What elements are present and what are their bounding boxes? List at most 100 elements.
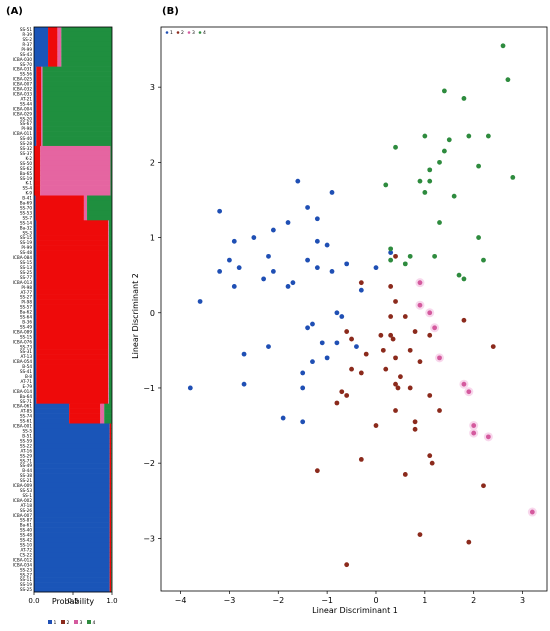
scatter-point-series-2 — [395, 385, 401, 391]
bar-segment — [36, 230, 109, 236]
scatter-point-series-2 — [383, 366, 389, 372]
scatter-point-series-1 — [334, 340, 340, 346]
bar-segment — [108, 329, 109, 335]
y-tick-label: −2 — [143, 459, 155, 468]
y-tick-label: K-2 — [26, 156, 33, 161]
bar-segment — [109, 497, 112, 504]
bar-segment — [34, 170, 41, 176]
bar-segment — [108, 398, 109, 404]
y-tick-label: ICBA-031 — [13, 67, 33, 72]
scatter-point-series-1 — [314, 238, 320, 244]
y-tick-label: SS-31 — [20, 349, 32, 354]
scatter-point-series-1 — [187, 385, 193, 391]
scatter-point-series-1 — [261, 276, 267, 282]
bar-segment — [34, 438, 110, 444]
bar-segment — [110, 155, 112, 162]
bar-segment — [41, 86, 43, 92]
bar-segment — [34, 81, 37, 87]
legend-label: 2 — [67, 620, 70, 626]
scatter-point-series-2 — [437, 408, 442, 413]
panel-a-x-axis-label: Probability — [52, 597, 95, 606]
x-tick-label: 0.5 — [67, 597, 78, 605]
bar-segment — [42, 76, 112, 82]
bar-segment — [41, 126, 43, 132]
bar-segment — [61, 41, 112, 48]
scatter-point-series-3 — [461, 381, 467, 387]
bar-segment — [109, 542, 112, 548]
scatter-point-series-2 — [407, 347, 413, 353]
scatter-point-series-4 — [388, 246, 394, 252]
bar-segment — [108, 259, 109, 266]
y-tick-label: AT-85 — [20, 409, 32, 414]
bar-segment — [108, 254, 109, 261]
bar-segment — [34, 56, 49, 62]
bar-segment — [34, 482, 110, 489]
legend-label: 2 — [181, 30, 184, 36]
bar-segment — [83, 195, 88, 201]
bar-segment — [108, 289, 112, 295]
bar-segment — [48, 61, 58, 67]
scatter-point-series-2 — [373, 423, 379, 428]
y-tick-label: ICBA-034 — [13, 562, 33, 567]
y-tick-label: SS-70 — [20, 206, 32, 211]
bar-segment — [61, 51, 112, 58]
bar-segment — [108, 339, 112, 345]
bar-segment — [108, 324, 112, 330]
y-tick-label: SS-71 — [20, 458, 32, 463]
bar-segment — [41, 106, 43, 112]
y-tick-label: SS-15 — [20, 334, 32, 339]
y-tick-label: SS-25 — [20, 587, 32, 592]
bar-segment — [34, 537, 110, 543]
bar-segment — [34, 225, 37, 231]
bar-segment — [83, 215, 88, 221]
bar-segment — [108, 294, 109, 300]
bar-segment — [40, 150, 111, 157]
scatter-point-series-2 — [358, 280, 364, 286]
y-tick-label: R-39 — [22, 32, 32, 37]
legend-swatch — [61, 620, 65, 624]
bar-segment — [34, 502, 110, 509]
bar-segment — [36, 254, 109, 261]
bar-segment — [36, 81, 42, 87]
scatter-point-series-1 — [270, 269, 276, 274]
y-tick-label: ICBA-014 — [13, 389, 33, 394]
bar-segment — [108, 279, 109, 286]
bar-segment — [34, 284, 37, 290]
scatter-point-series-2 — [358, 457, 364, 462]
y-tick-label: SS-28 — [20, 141, 32, 146]
y-tick-label: SS-19 — [20, 582, 32, 587]
bar-segment — [36, 324, 109, 330]
y-tick-label: ICBA-002 — [13, 498, 33, 503]
scatter-point-series-2 — [358, 370, 364, 376]
bar-segment — [35, 205, 84, 211]
bar-segment — [108, 334, 112, 340]
y-tick-label: SS-5 — [23, 429, 33, 434]
scatter-point-series-4 — [383, 182, 389, 188]
bar-segment — [34, 403, 70, 409]
scatter-point-series-4 — [461, 96, 467, 101]
bar-segment — [34, 428, 110, 434]
lda-scatter-plot: −4 −3 −2 −1 0 1 2 3 −3 −2 −1 0 1 2 3 1 2 3 4 — [143, 26, 548, 605]
scatter-point-series-1 — [329, 269, 335, 274]
scatter-point-series-3 — [471, 423, 477, 428]
bar-segment — [108, 250, 112, 256]
scatter-point-series-1 — [236, 265, 242, 271]
y-tick-label: SS-20 — [20, 116, 32, 121]
bar-segment — [34, 160, 41, 167]
scatter-point-series-1 — [266, 344, 271, 349]
bar-segment — [36, 393, 109, 400]
y-tick-label: PI-99 — [21, 245, 32, 250]
bar-segment — [109, 463, 112, 469]
bar-segment — [41, 66, 43, 72]
bar-segment — [41, 71, 43, 77]
scatter-point-series-1 — [324, 355, 330, 361]
bar-segment — [41, 91, 43, 97]
x-tick-label: −2 — [272, 596, 284, 605]
y-tick-label: SS-37 — [20, 151, 32, 156]
y-tick-label: SS-41 — [20, 369, 32, 374]
legend-label: 4 — [93, 620, 96, 626]
bar-segment — [34, 334, 37, 340]
bar-segment — [48, 27, 58, 33]
scatter-point-series-4 — [422, 190, 428, 195]
scatter-point-series-3 — [466, 389, 472, 395]
